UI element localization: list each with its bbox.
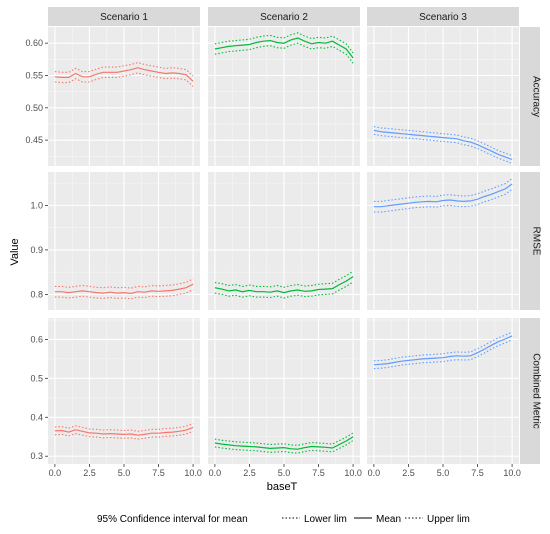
column-strip (367, 7, 519, 26)
upper-limit-line (373, 178, 513, 202)
x-tick-label: 10.0 (503, 468, 521, 478)
y-tick-label: 0.4 (30, 412, 43, 422)
row-strip (520, 172, 540, 310)
x-tick-label: 5.0 (437, 468, 450, 478)
x-tick-label: 7.5 (312, 468, 325, 478)
series-group (214, 32, 354, 64)
lower-limit-line (54, 289, 194, 300)
y-tick-label: 0.55 (25, 70, 43, 80)
panel (208, 318, 360, 464)
row-strip-label: RMSE (531, 227, 542, 256)
x-tick-label: 2.5 (402, 468, 415, 478)
y-tick-label: 0.50 (25, 103, 43, 113)
panel (208, 26, 360, 166)
panel (367, 318, 519, 464)
mean-line (373, 183, 513, 208)
lower-limit-line (214, 440, 354, 454)
lower-limit-line (214, 42, 354, 64)
column-strip (48, 7, 200, 26)
legend-item: Lower lim (282, 514, 347, 525)
series-group (54, 278, 194, 300)
mean-line (214, 37, 354, 59)
legend-item: Mean (354, 514, 401, 525)
series-group (214, 270, 354, 299)
mean-line (54, 283, 194, 295)
y-axis-title: Value (9, 238, 21, 265)
column-strip-label: Scenario 2 (260, 12, 308, 23)
legend-item: Upper lim (405, 514, 470, 525)
series-group (373, 178, 513, 213)
y-tick-label: 0.3 (30, 451, 43, 461)
x-tick-label: 2.5 (83, 468, 96, 478)
y-tick-label: 0.8 (30, 289, 43, 299)
upper-limit-line (214, 32, 354, 54)
row-strip-label: Combined Metric (531, 353, 542, 429)
y-tick-label: 0.6 (30, 334, 43, 344)
y-tick-label: 0.60 (25, 38, 43, 48)
y-tick-label: 0.5 (30, 373, 43, 383)
lower-limit-line (373, 188, 513, 213)
axes-layer: baseT Value Scenario 1 Scenario 2 Scenario… (9, 7, 542, 493)
column-strip-label: Scenario 1 (100, 12, 148, 23)
x-tick-label: 0.0 (209, 468, 222, 478)
x-tick-label: 5.0 (118, 468, 131, 478)
row-strip (520, 318, 540, 464)
panels-layer (48, 26, 519, 464)
legend-label: Upper lim (427, 514, 470, 525)
panel (48, 318, 200, 464)
mean-line (373, 129, 513, 161)
y-tick-label: 0.45 (25, 135, 43, 145)
x-tick-label: 10.0 (344, 468, 362, 478)
legend: 95% Confidence interval for mean Lower l… (97, 514, 470, 525)
column-strip-label: Scenario 3 (419, 12, 467, 23)
series-group (373, 126, 513, 164)
panel (48, 26, 200, 166)
series-group (214, 432, 354, 454)
mean-line (54, 67, 194, 82)
panel (367, 26, 519, 166)
x-axis-title: baseT (267, 481, 298, 493)
x-tick-label: 7.5 (471, 468, 484, 478)
x-tick-label: 7.5 (152, 468, 165, 478)
series-group (54, 62, 194, 87)
upper-limit-line (214, 270, 354, 288)
row-strip (520, 27, 540, 166)
series-group (54, 422, 194, 440)
upper-limit-line (214, 432, 354, 446)
row-strip-label: Accuracy (531, 76, 542, 117)
legend-label: Lower lim (304, 514, 347, 525)
x-tick-label: 0.0 (49, 468, 62, 478)
x-tick-label: 0.0 (368, 468, 381, 478)
lower-limit-line (214, 281, 354, 299)
lower-limit-line (54, 430, 194, 440)
x-tick-label: 2.5 (243, 468, 256, 478)
y-tick-label: 1.0 (30, 200, 43, 210)
legend-label: Mean (376, 514, 401, 525)
mean-line (214, 276, 354, 294)
mean-line (373, 335, 513, 366)
legend-title: 95% Confidence interval for mean (97, 514, 248, 525)
column-strip (208, 7, 360, 26)
mean-line (214, 436, 354, 450)
x-tick-label: 5.0 (278, 468, 291, 478)
mean-line (54, 426, 194, 436)
upper-limit-line (54, 422, 194, 432)
upper-limit-line (54, 278, 194, 289)
panel (208, 172, 360, 310)
x-tick-label: 10.0 (184, 468, 202, 478)
series-group (373, 331, 513, 370)
y-tick-label: 0.9 (30, 245, 43, 255)
